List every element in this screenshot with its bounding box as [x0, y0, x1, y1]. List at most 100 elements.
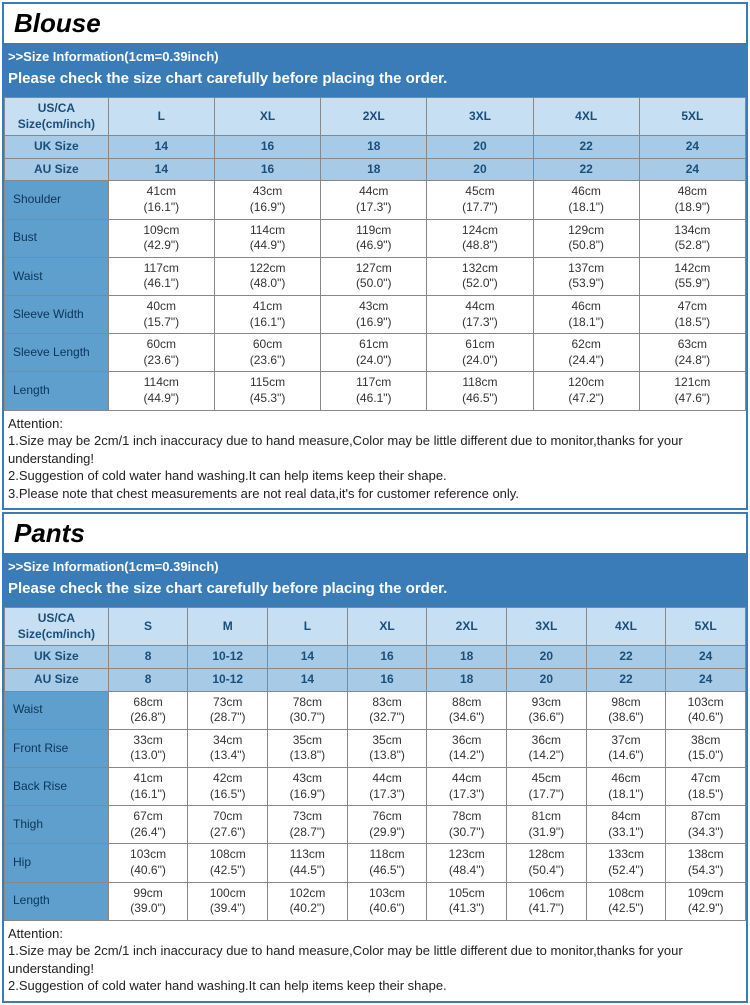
data-cell: 118cm(46.5")	[427, 372, 533, 410]
data-cell: 36cm(14.2")	[427, 729, 507, 767]
size-col: L	[108, 98, 214, 136]
blouse-table: US/CA Size(cm/inch) L XL 2XL 3XL 4XL 5XL…	[4, 97, 746, 411]
measurement-row: Sleeve Length60cm(23.6")60cm(23.6")61cm(…	[5, 334, 746, 372]
data-cell: 102cm(40.2")	[268, 882, 348, 920]
row-label: Sleeve Width	[5, 295, 109, 333]
data-cell: 61cm(24.0")	[427, 334, 533, 372]
uk-cell: 16	[214, 136, 320, 159]
au-cell: 14	[268, 669, 348, 692]
blouse-banner-line2: Please check the size chart carefully be…	[8, 70, 742, 87]
row-label: Hip	[5, 844, 109, 882]
data-cell: 83cm(32.7")	[347, 691, 427, 729]
uk-cell: 20	[427, 136, 533, 159]
data-cell: 70cm(27.6")	[188, 806, 268, 844]
uk-cell: 18	[427, 646, 507, 669]
data-cell: 142cm(55.9")	[639, 257, 745, 295]
row-label: Length	[5, 882, 109, 920]
data-cell: 121cm(47.6")	[639, 372, 745, 410]
data-cell: 76cm(29.9")	[347, 806, 427, 844]
au-cell: 20	[427, 158, 533, 181]
data-cell: 109cm(42.9")	[108, 219, 214, 257]
size-col: 3XL	[507, 608, 587, 646]
data-cell: 87cm(34.3")	[666, 806, 746, 844]
measurement-row: Bust109cm(42.9")114cm(44.9")119cm(46.9")…	[5, 219, 746, 257]
data-cell: 114cm(44.9")	[214, 219, 320, 257]
data-cell: 109cm(42.9")	[666, 882, 746, 920]
data-cell: 105cm(41.3")	[427, 882, 507, 920]
data-cell: 134cm(52.8")	[639, 219, 745, 257]
au-label: AU Size	[5, 669, 109, 692]
data-cell: 122cm(48.0")	[214, 257, 320, 295]
uk-label: UK Size	[5, 136, 109, 159]
data-cell: 43cm(16.9")	[268, 767, 348, 805]
data-cell: 67cm(26.4")	[108, 806, 188, 844]
data-cell: 44cm(17.3")	[427, 767, 507, 805]
au-cell: 24	[639, 158, 745, 181]
data-cell: 62cm(24.4")	[533, 334, 639, 372]
pants-uk-row: UK Size 8 10-12 14 16 18 20 22 24	[5, 646, 746, 669]
data-cell: 68cm(26.8")	[108, 691, 188, 729]
data-cell: 78cm(30.7")	[268, 691, 348, 729]
uk-label: UK Size	[5, 646, 109, 669]
data-cell: 44cm(17.3")	[427, 295, 533, 333]
data-cell: 36cm(14.2")	[507, 729, 587, 767]
data-cell: 34cm(13.4")	[188, 729, 268, 767]
uk-cell: 16	[347, 646, 427, 669]
data-cell: 47cm(18.5")	[639, 295, 745, 333]
size-col: 4XL	[533, 98, 639, 136]
uk-cell: 14	[268, 646, 348, 669]
size-col: 5XL	[639, 98, 745, 136]
pants-banner: >>Size Information(1cm=0.39inch) Please …	[4, 553, 746, 607]
data-cell: 41cm(16.1")	[214, 295, 320, 333]
data-cell: 120cm(47.2")	[533, 372, 639, 410]
measurement-row: Thigh67cm(26.4")70cm(27.6")73cm(28.7")76…	[5, 806, 746, 844]
measurement-row: Shoulder41cm(16.1")43cm(16.9")44cm(17.3"…	[5, 181, 746, 219]
data-cell: 108cm(42.5")	[586, 882, 666, 920]
data-cell: 103cm(40.6")	[666, 691, 746, 729]
data-cell: 115cm(45.3")	[214, 372, 320, 410]
pants-title: Pants	[4, 514, 746, 553]
data-cell: 35cm(13.8")	[268, 729, 348, 767]
au-cell: 22	[586, 669, 666, 692]
size-col: XL	[214, 98, 320, 136]
data-cell: 45cm(17.7")	[427, 181, 533, 219]
data-cell: 132cm(52.0")	[427, 257, 533, 295]
au-cell: 20	[507, 669, 587, 692]
attention-title: Attention:	[8, 415, 742, 433]
data-cell: 47cm(18.5")	[666, 767, 746, 805]
row-label: Bust	[5, 219, 109, 257]
data-cell: 138cm(54.3")	[666, 844, 746, 882]
data-cell: 37cm(14.6")	[586, 729, 666, 767]
data-cell: 127cm(50.0")	[321, 257, 427, 295]
data-cell: 46cm(18.1")	[533, 295, 639, 333]
data-cell: 60cm(23.6")	[214, 334, 320, 372]
pants-au-row: AU Size 8 10-12 14 16 18 20 22 24	[5, 669, 746, 692]
uk-cell: 14	[108, 136, 214, 159]
data-cell: 99cm(39.0")	[108, 882, 188, 920]
data-cell: 73cm(28.7")	[188, 691, 268, 729]
data-cell: 133cm(52.4")	[586, 844, 666, 882]
size-col: 3XL	[427, 98, 533, 136]
blouse-uk-row: UK Size 14 16 18 20 22 24	[5, 136, 746, 159]
uk-cell: 18	[321, 136, 427, 159]
blouse-col1-label: US/CA Size(cm/inch)	[5, 98, 109, 136]
data-cell: 124cm(48.8")	[427, 219, 533, 257]
blouse-banner-line1: >>Size Information(1cm=0.39inch)	[8, 49, 742, 64]
data-cell: 106cm(41.7")	[507, 882, 587, 920]
measurement-row: Waist68cm(26.8")73cm(28.7")78cm(30.7")83…	[5, 691, 746, 729]
data-cell: 41cm(16.1")	[108, 767, 188, 805]
attention-line: 2.Suggestion of cold water hand washing.…	[8, 467, 742, 485]
data-cell: 117cm(46.1")	[321, 372, 427, 410]
data-cell: 46cm(18.1")	[586, 767, 666, 805]
uk-cell: 10-12	[188, 646, 268, 669]
blouse-attention: Attention: 1.Size may be 2cm/1 inch inac…	[4, 411, 746, 509]
data-cell: 63cm(24.8")	[639, 334, 745, 372]
pants-banner-line2: Please check the size chart carefully be…	[8, 580, 742, 597]
blouse-header-row: US/CA Size(cm/inch) L XL 2XL 3XL 4XL 5XL	[5, 98, 746, 136]
data-cell: 128cm(50.4")	[507, 844, 587, 882]
measurement-row: Hip103cm(40.6")108cm(42.5")113cm(44.5")1…	[5, 844, 746, 882]
data-cell: 119cm(46.9")	[321, 219, 427, 257]
uk-cell: 8	[108, 646, 188, 669]
data-cell: 123cm(48.4")	[427, 844, 507, 882]
size-col: L	[268, 608, 348, 646]
